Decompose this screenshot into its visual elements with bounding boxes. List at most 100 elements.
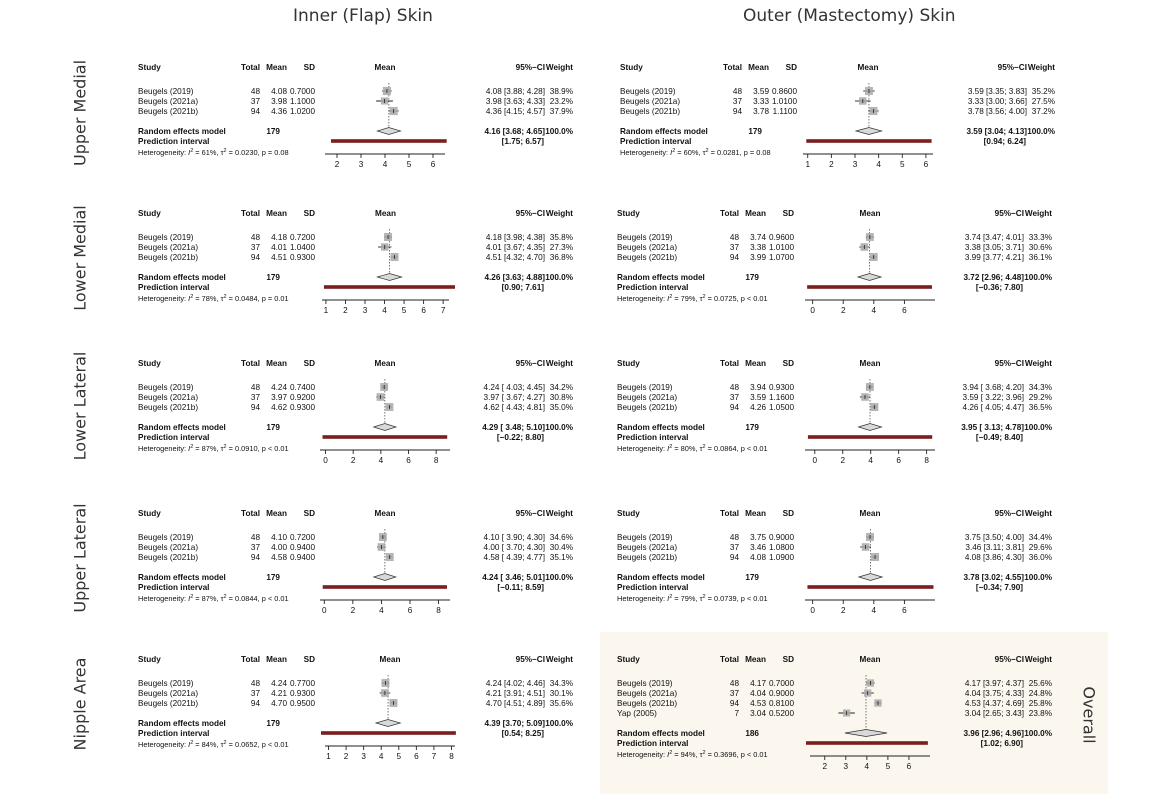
study-ci: 4.17 [3.97; 4.37] (965, 679, 1024, 688)
random-effects-weight: 100.0% (545, 573, 573, 582)
study-sd: 0.7000 (290, 87, 315, 96)
study-name: Beugels (2021b) (617, 253, 677, 262)
study-name: Beugels (2019) (138, 383, 194, 392)
header-ci: 95%−CI (995, 359, 1024, 368)
prediction-interval-label: Prediction interval (138, 283, 209, 292)
study-sd: 0.9600 (769, 233, 794, 242)
x-axis-tick-label: 6 (902, 606, 907, 615)
header-weight: Weight (546, 509, 573, 518)
header-plot-mean: Mean (375, 209, 396, 218)
forest-plot-inner-lower-lateral: Study Total Mean SD Mean 95%−CI Weight Beugels … (135, 354, 590, 494)
forest-svg: Study Total Mean SD Mean 95%−CI Weight Beugels … (617, 509, 1053, 615)
header-total: Total (241, 63, 260, 72)
study-sd: 0.9300 (290, 253, 315, 262)
study-mean: 3.78 (753, 107, 769, 116)
study-weight: 25.8% (1029, 699, 1052, 708)
study-name: Beugels (2021a) (138, 543, 198, 552)
study-mean: 4.26 (750, 403, 766, 412)
study-name: Beugels (2021b) (620, 107, 680, 116)
study-ci: 3.75 [3.50; 4.00] (965, 533, 1024, 542)
x-axis-tick-label: 0 (813, 456, 818, 465)
x-axis-tick-label: 2 (351, 456, 356, 465)
x-axis-tick-label: 7 (432, 752, 437, 761)
study-sd: 0.7200 (290, 233, 315, 242)
x-axis-tick-label: 2 (840, 456, 845, 465)
study-weight: 23.2% (550, 97, 573, 106)
study-mean: 3.59 (753, 87, 769, 96)
heterogeneity-i2: = 87%, τ (193, 444, 223, 453)
row-label-text: Lower Medial (70, 205, 90, 311)
random-effects-label: Random effects model (617, 423, 705, 432)
x-axis-tick-label: 4 (382, 306, 387, 315)
study-weight: 34.3% (1029, 383, 1052, 392)
study-mean: 3.46 (750, 543, 766, 552)
header-study: Study (617, 359, 640, 368)
row-label-text: Upper Medial (70, 59, 90, 167)
header-total: Total (720, 509, 739, 518)
study-total: 94 (730, 553, 740, 562)
study-name: Beugels (2021b) (617, 699, 677, 708)
study-name: Beugels (2019) (138, 679, 194, 688)
study-mean: 3.99 (750, 253, 766, 262)
study-total: 94 (251, 253, 261, 262)
header-plot-mean: Mean (860, 359, 881, 368)
summary-diamond (854, 127, 884, 135)
x-axis-tick-label: 2 (335, 160, 340, 169)
header-plot-mean: Mean (375, 359, 396, 368)
study-ci: 3.97 [ 3.67; 4.27] (484, 393, 545, 402)
prediction-interval-bar (806, 139, 932, 143)
study-weight: 24.8% (1029, 689, 1052, 698)
heterogeneity-tau2: = 0.0230, (227, 148, 262, 157)
header-total: Total (241, 655, 260, 664)
study-weight: 29.6% (1029, 543, 1052, 552)
study-sd: 1.0400 (290, 243, 315, 252)
study-total: 48 (251, 533, 261, 542)
random-effects-total: 179 (266, 127, 280, 136)
column-title-outer: Outer (Mastectomy) Skin (743, 6, 956, 26)
study-total: 94 (251, 699, 261, 708)
heterogeneity-tau2: = 0.0484, (227, 294, 262, 303)
forest-plot-inner-nipple-area: Study Total Mean SD Mean 95%−CI Weight Beugels … (135, 650, 590, 790)
random-effects-label: Random effects model (617, 273, 705, 282)
summary-diamond (374, 719, 402, 727)
heterogeneity-p: p < 0.01 (741, 594, 768, 603)
study-weight: 30.4% (550, 543, 573, 552)
x-axis-tick-label: 4 (379, 752, 384, 761)
heterogeneity-tau2: = 0.0725, (706, 294, 741, 303)
forest-plot-inner-lower-medial: Study Total Mean SD Mean 95%−CI Weight Beugels … (135, 204, 590, 344)
prediction-interval-bar (807, 285, 932, 289)
header-weight: Weight (1025, 509, 1052, 518)
x-axis-tick-label: 4 (379, 606, 384, 615)
random-effects-total: 179 (266, 273, 280, 282)
study-weight: 36.8% (550, 253, 573, 262)
study-mean: 4.70 (271, 699, 287, 708)
heterogeneity-p: p < 0.01 (741, 444, 768, 453)
study-weight: 30.8% (550, 393, 573, 402)
prediction-interval-bar (331, 139, 447, 143)
random-effects-ci: 3.59 [3.04; 4.13] (966, 127, 1027, 136)
random-effects-label: Random effects model (138, 719, 226, 728)
study-weight: 30.6% (1029, 243, 1052, 252)
prediction-interval-bar (806, 741, 928, 745)
study-sd: 0.7200 (290, 533, 315, 542)
study-weight: 36.5% (1029, 403, 1052, 412)
header-weight: Weight (546, 359, 573, 368)
study-weight: 34.6% (550, 533, 573, 542)
study-name: Beugels (2021b) (138, 553, 198, 562)
study-mean: 4.58 (271, 553, 287, 562)
header-sd: SD (304, 655, 315, 664)
prediction-interval-label: Prediction interval (620, 137, 691, 146)
header-study: Study (617, 209, 640, 218)
study-total: 94 (251, 403, 261, 412)
prediction-interval-bar (322, 435, 448, 439)
study-ci: 3.04 [2.65; 3.43] (965, 709, 1024, 718)
x-axis-tick-label: 4 (868, 456, 873, 465)
study-mean: 4.10 (271, 533, 287, 542)
heterogeneity-text: Heterogeneity: I2 = 84%, τ2 = 0.0652, p … (138, 740, 289, 749)
study-ci: 4.53 [4.37; 4.69] (965, 699, 1024, 708)
study-total: 48 (733, 87, 743, 96)
study-weight: 35.6% (550, 699, 573, 708)
heterogeneity-p: p = 0.01 (262, 294, 289, 303)
prediction-interval-bar (807, 435, 933, 439)
study-total: 37 (730, 243, 740, 252)
